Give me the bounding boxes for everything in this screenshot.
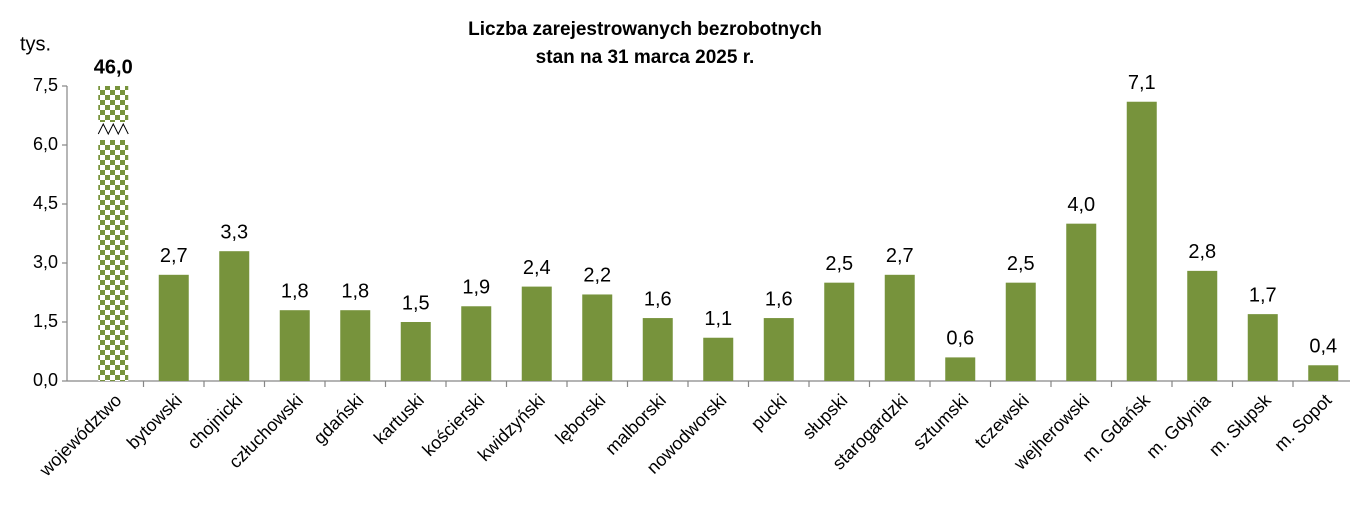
chart-subtitle: stan na 31 marca 2025 r. <box>536 47 755 68</box>
value-label: 0,6 <box>946 328 974 350</box>
bar <box>1066 223 1097 381</box>
y-tick-label: 3,0 <box>33 252 58 272</box>
x-tick-label: m. Sopot <box>1270 390 1335 455</box>
value-label: 1,7 <box>1249 284 1277 306</box>
y-tick-label: 0,0 <box>33 370 58 390</box>
value-label: 2,8 <box>1188 241 1216 263</box>
bar <box>461 306 492 381</box>
bar <box>763 318 794 381</box>
bar <box>400 322 431 381</box>
value-label: 2,5 <box>1007 253 1035 275</box>
y-tick-label: 6,0 <box>33 134 58 154</box>
x-tick-label: sztumski <box>909 390 973 454</box>
value-label: 2,5 <box>825 253 853 275</box>
value-label: 1,9 <box>462 277 490 299</box>
value-label: 1,6 <box>644 288 672 310</box>
bar <box>340 310 371 381</box>
x-tick-label: słupski <box>798 390 851 443</box>
bar <box>703 337 734 381</box>
x-tick-label: m. Gdynia <box>1142 389 1215 462</box>
bar <box>1187 270 1218 381</box>
value-label: 2,4 <box>523 257 551 279</box>
x-tick-label: bytowski <box>123 390 186 453</box>
x-tick-label: pucki <box>747 390 791 434</box>
y-axis-unit: tys. <box>20 33 51 55</box>
value-label: 1,8 <box>341 280 369 302</box>
bar <box>279 310 310 381</box>
bar <box>1005 282 1036 381</box>
bar <box>1308 365 1339 381</box>
value-label: 2,2 <box>583 265 611 287</box>
value-label: 2,7 <box>160 245 188 267</box>
axis-break-line <box>97 122 129 136</box>
value-label: 1,6 <box>765 288 793 310</box>
bar <box>642 318 673 381</box>
value-label: 46,0 <box>94 56 133 78</box>
bar <box>1126 101 1157 381</box>
value-label: 7,1 <box>1128 72 1156 94</box>
value-label: 4,0 <box>1067 194 1095 216</box>
value-label: 3,3 <box>220 221 248 243</box>
chart-title: Liczba zarejestrowanych bezrobotnych <box>468 19 822 40</box>
bar <box>1247 314 1278 381</box>
bar <box>824 282 855 381</box>
x-tick-label: chojnicki <box>183 390 246 453</box>
bar <box>219 251 250 381</box>
x-tick-label: gdański <box>309 390 367 448</box>
y-tick-label: 4,5 <box>33 193 58 213</box>
bar <box>582 294 613 381</box>
y-tick-label: 7,5 <box>33 75 58 95</box>
value-label: 1,5 <box>402 292 430 314</box>
x-tick-label: m. Słupsk <box>1205 389 1276 460</box>
value-label: 1,1 <box>704 308 732 330</box>
value-label: 1,8 <box>281 280 309 302</box>
bar <box>521 286 552 381</box>
bar <box>945 357 976 381</box>
value-label: 0,4 <box>1309 336 1337 358</box>
x-tick-label: tczewski <box>971 390 1033 452</box>
y-tick-label: 1,5 <box>33 311 58 331</box>
x-tick-label: województwo <box>35 390 126 481</box>
x-tick-label: kartuski <box>370 390 428 448</box>
x-tick-label: lęborski <box>551 390 609 448</box>
bar <box>884 274 915 381</box>
bar <box>158 274 189 381</box>
value-label: 2,7 <box>886 245 914 267</box>
